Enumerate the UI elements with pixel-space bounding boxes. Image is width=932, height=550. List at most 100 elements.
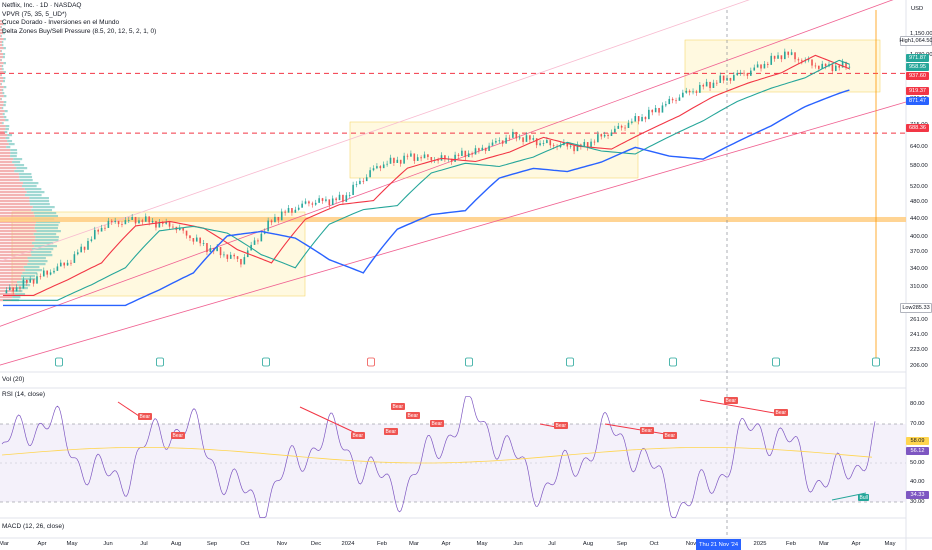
indicator-golden-cross[interactable]: Cruce Dorado - Inversiones en el Mundo bbox=[2, 19, 120, 27]
vpvr-bar-sell bbox=[0, 176, 20, 179]
time-tick: Nov bbox=[685, 541, 697, 547]
candle-body bbox=[192, 238, 195, 242]
time-tick: Jul bbox=[140, 541, 148, 547]
rsi-tick: 30.00 bbox=[910, 498, 925, 505]
vpvr-bar-sell bbox=[0, 191, 27, 194]
price-tick: 340.00 bbox=[910, 265, 928, 272]
candle-body bbox=[240, 258, 242, 265]
vpvr-bar-buy bbox=[27, 263, 46, 266]
candle-body bbox=[461, 150, 463, 156]
candle-body bbox=[675, 100, 677, 102]
vpvr-bar-sell bbox=[0, 77, 4, 80]
candle-body bbox=[189, 235, 191, 239]
candle-body bbox=[821, 63, 824, 69]
rsi-line bbox=[1, 396, 876, 518]
vpvr-bar-buy bbox=[24, 188, 42, 191]
candle-body bbox=[518, 137, 521, 139]
price-box-value: 1,064.50 bbox=[910, 38, 932, 44]
candle-body bbox=[59, 262, 62, 267]
rsi-tag-bear: Bear bbox=[351, 432, 365, 439]
candle-body bbox=[138, 220, 140, 224]
candle-body bbox=[100, 227, 103, 232]
price-tick: 640.00 bbox=[910, 143, 928, 150]
symbol-title[interactable]: Netflix, Inc. · 1D · NASDAQ bbox=[2, 2, 82, 9]
vpvr-bar-sell bbox=[0, 125, 6, 128]
vpvr-bar-sell bbox=[0, 146, 7, 149]
candle-body bbox=[454, 154, 456, 162]
candle-body bbox=[172, 226, 174, 228]
macd-pane-label[interactable]: MACD (12, 26, close) bbox=[2, 523, 65, 530]
candle-body bbox=[498, 140, 501, 142]
vpvr-bar-buy bbox=[1, 107, 4, 110]
vpvr-bar-buy bbox=[1, 74, 2, 77]
vpvr-bar-sell bbox=[0, 236, 36, 239]
time-tick: Oct bbox=[240, 541, 250, 547]
candle-body bbox=[814, 65, 817, 67]
vpvr-bar-buy bbox=[5, 128, 9, 131]
candle-body bbox=[658, 107, 660, 113]
candle-body bbox=[365, 177, 368, 182]
candle-body bbox=[770, 55, 773, 65]
candle-body bbox=[280, 211, 283, 221]
vpvr-bar-buy bbox=[14, 170, 24, 173]
vpvr-bar-buy bbox=[2, 44, 4, 47]
vpvr-bar-sell bbox=[0, 20, 2, 23]
vpvr-bar-sell bbox=[0, 83, 2, 86]
divergence-line bbox=[699, 399, 781, 415]
vpvr-bar-buy bbox=[2, 92, 5, 95]
candle-body bbox=[450, 158, 453, 162]
vol-pane-label[interactable]: Vol (20) bbox=[2, 376, 25, 383]
candle-body bbox=[654, 107, 657, 113]
candle-body bbox=[376, 166, 378, 169]
candle-body bbox=[127, 220, 130, 221]
price-tick: 261.00 bbox=[910, 316, 928, 323]
crosshair-date-flag: Thu 21 Nov '24 bbox=[696, 539, 742, 550]
candle-body bbox=[325, 199, 327, 201]
vpvr-bar-buy bbox=[35, 239, 59, 242]
earnings-marker bbox=[156, 357, 164, 367]
candle-body bbox=[348, 194, 351, 196]
candle-body bbox=[117, 220, 120, 225]
vpvr-bar-sell bbox=[0, 209, 32, 212]
indicator-vpvr[interactable]: VPVR (75, 35, 5_UD*) bbox=[2, 10, 67, 18]
vpvr-bar-sell bbox=[0, 140, 8, 143]
time-tick: Dec bbox=[310, 541, 322, 547]
candle-body bbox=[736, 72, 739, 76]
candle-body bbox=[627, 122, 630, 128]
vpvr-bar-buy bbox=[3, 53, 6, 56]
candle-body bbox=[743, 72, 745, 74]
candle-body bbox=[529, 135, 531, 140]
vpvr-bar-buy bbox=[5, 125, 10, 128]
candle-body bbox=[49, 272, 52, 275]
candle-body bbox=[39, 276, 42, 278]
candle-body bbox=[46, 270, 48, 275]
candle-body bbox=[338, 194, 341, 201]
candle-body bbox=[552, 145, 555, 147]
candle-body bbox=[651, 109, 654, 113]
rsi-ma-line bbox=[1, 447, 873, 464]
vpvr-bar-sell bbox=[0, 284, 19, 287]
vpvr-bar-sell bbox=[0, 71, 4, 74]
candle-body bbox=[678, 97, 681, 101]
candle-body bbox=[634, 116, 637, 122]
time-tick: Nov bbox=[276, 541, 288, 547]
rsi-pane-label[interactable]: RSI (14, close) bbox=[2, 391, 45, 398]
vpvr-bar-sell bbox=[0, 293, 16, 296]
candle-body bbox=[746, 73, 749, 76]
candle-body bbox=[342, 194, 344, 202]
candle-body bbox=[699, 84, 701, 93]
candle-body bbox=[403, 155, 405, 164]
vpvr-bar-buy bbox=[4, 131, 8, 134]
vpvr-bar-buy bbox=[33, 212, 57, 215]
vpvr-bar-buy bbox=[19, 176, 33, 179]
indicator-delta-zones[interactable]: Delta Zones Buy/Sell Pressure (8.5, 20, … bbox=[2, 27, 157, 35]
candle-body bbox=[22, 279, 25, 289]
candle-body bbox=[801, 60, 803, 62]
candle-body bbox=[287, 208, 290, 213]
candle-body bbox=[488, 145, 490, 151]
vpvr-bar-buy bbox=[1, 50, 2, 53]
candle-body bbox=[464, 150, 467, 158]
candle-body bbox=[437, 159, 439, 161]
poc-band bbox=[0, 216, 906, 222]
